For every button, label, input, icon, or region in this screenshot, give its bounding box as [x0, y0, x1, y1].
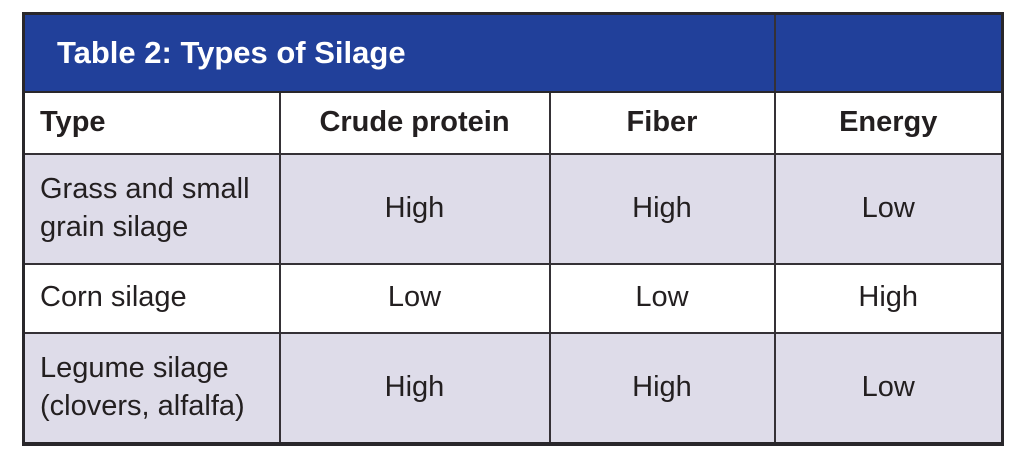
- table-row: Grass and small grain silage High High L…: [22, 152, 1004, 265]
- table-title-spacer: [773, 12, 1004, 93]
- cell-fiber: Low: [548, 262, 776, 334]
- table-row: Legume silage (clovers, alfalfa) High Hi…: [22, 331, 1004, 445]
- cell-fiber: High: [548, 331, 776, 445]
- table-title-row: Table 2: Types of Silage: [22, 12, 1004, 93]
- table-title: Table 2: Types of Silage: [22, 12, 775, 93]
- cell-energy: Low: [773, 152, 1004, 265]
- cell-crude-protein: High: [278, 152, 551, 265]
- cell-crude-protein: Low: [278, 262, 551, 334]
- cell-crude-protein: High: [278, 331, 551, 445]
- column-header-fiber: Fiber: [548, 90, 776, 155]
- cell-energy: Low: [773, 331, 1004, 445]
- column-header-crude-protein: Crude protein: [278, 90, 551, 155]
- cell-type: Legume silage (clovers, alfalfa): [22, 331, 281, 445]
- cell-energy: High: [773, 262, 1004, 334]
- cell-type: Grass and small grain silage: [22, 152, 281, 265]
- silage-table: Table 2: Types of Silage Type Crude prot…: [22, 12, 1004, 446]
- cell-type: Corn silage: [22, 262, 281, 334]
- column-header-energy: Energy: [773, 90, 1004, 155]
- column-header-type: Type: [22, 90, 281, 155]
- table-header-row: Type Crude protein Fiber Energy: [22, 90, 1004, 155]
- cell-fiber: High: [548, 152, 776, 265]
- table-row: Corn silage Low Low High: [22, 262, 1004, 334]
